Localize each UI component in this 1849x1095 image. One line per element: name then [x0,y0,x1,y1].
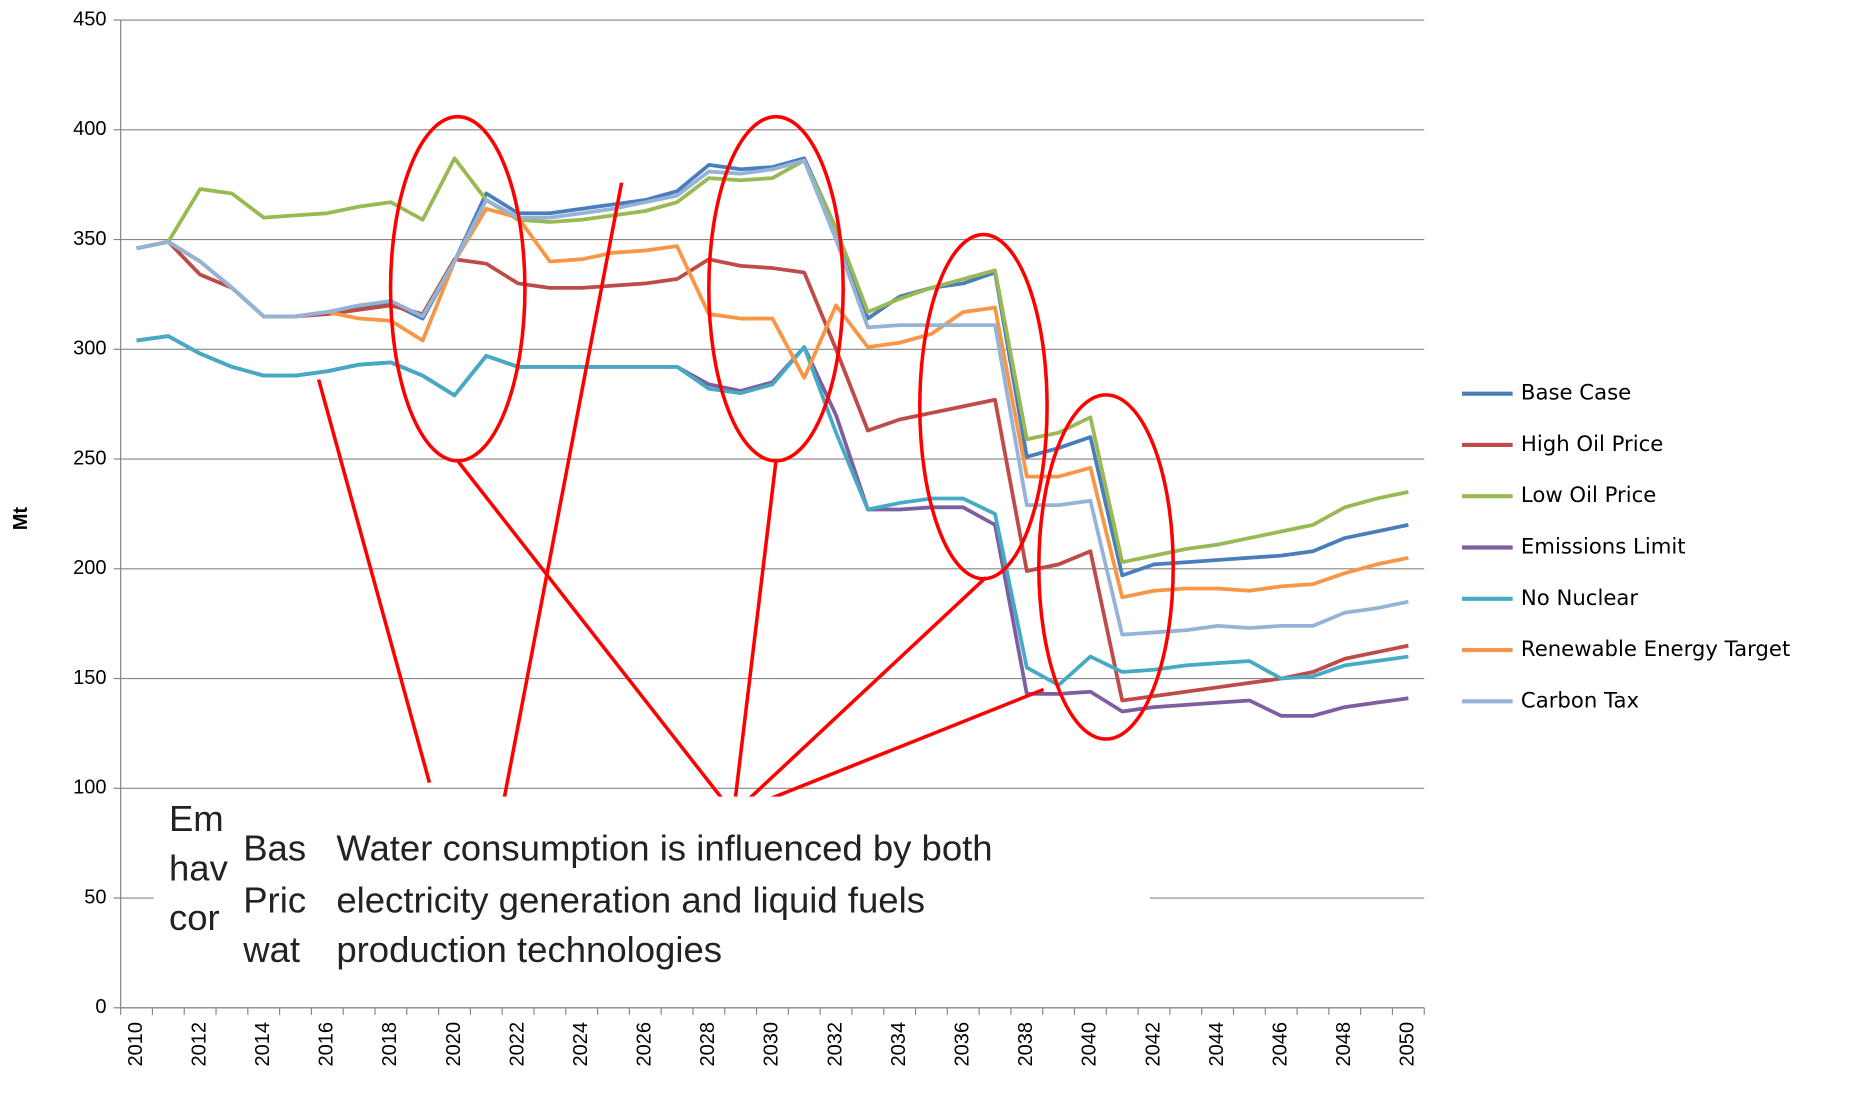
y-axis-title: Mt [10,507,32,531]
ellipse [918,232,1049,581]
legend-label: Renewable Energy Target [1521,637,1790,662]
y-tick-label: 50 [84,886,106,908]
y-tick-label: 400 [73,118,106,140]
legend-label: Carbon Tax [1521,688,1639,713]
callout-marks [316,114,1175,815]
x-tick-label: 2012 [188,1022,210,1067]
pointer [732,576,987,815]
x-tick-label: 2048 [1333,1022,1355,1067]
series-line [136,158,1409,637]
x-tick-label: 2036 [952,1022,974,1067]
annotation-text: cor [169,897,220,938]
y-tick-label: 0 [95,996,106,1018]
series-line [136,334,1409,718]
y-tick-label: 300 [73,338,106,360]
annotations: Em hav cor Bas Pric wat Water consumption is i… [153,796,1150,995]
x-tick-label: 2032 [824,1022,846,1067]
x-tick-label: 2014 [252,1022,274,1067]
y-tick-label: 250 [73,447,106,469]
y-tick-label: 350 [73,228,106,250]
annotation-text: production technologies [336,929,722,970]
pointer [456,459,735,815]
x-tick-label: 2046 [1269,1022,1291,1067]
y-tick-label: 200 [73,557,106,579]
pointer [499,182,624,814]
x-tick-label: 2028 [697,1022,719,1067]
y-tick-label: 150 [73,667,106,689]
legend-label: High Oil Price [1521,432,1663,457]
annotation-text: wat [242,929,300,970]
legend-label: No Nuclear [1521,586,1638,611]
annotation-text: Pric [243,880,306,921]
series-line [136,206,1409,600]
x-tick-label: 2044 [1206,1022,1228,1067]
x-tick-label: 2038 [1015,1022,1037,1067]
annotation-box [330,796,1150,995]
annotation-text: Bas [243,828,306,869]
y-tick-label: 100 [73,777,106,799]
ellipse [388,114,527,463]
x-tick-label: 2030 [761,1022,783,1067]
x-tick-label: 2042 [1142,1022,1164,1067]
x-tick-label: 2018 [379,1022,401,1067]
legend-label: Emissions Limit [1521,535,1686,560]
pointer [316,379,432,784]
lines [136,156,1409,718]
annotation-text: Water consumption is influenced by both [336,828,992,869]
x-tick-label: 2010 [125,1022,147,1067]
x-tick-label: 2040 [1079,1022,1101,1067]
pointer [731,460,778,814]
x-tick-label: 2034 [888,1022,910,1067]
annotation-text: Em [169,798,224,839]
series-line [136,156,1409,578]
legend-label: Base Case [1521,381,1631,406]
annotation-text: electricity generation and liquid fuels [336,880,925,921]
y-tick-label: 450 [73,8,106,30]
x-tick-label: 2016 [316,1022,338,1067]
axes: 0 50 100 150 200 250 300 350 400 450 2010 2012 2014 2… [73,8,1425,1067]
x-tick-label: 2020 [443,1022,465,1067]
x-tick-label: 2026 [634,1022,656,1067]
pointer [732,687,1045,815]
x-tick-label: 2050 [1397,1022,1419,1067]
legend-label: Low Oil Price [1521,483,1656,508]
series-line [136,156,1409,565]
x-tick-label: 2022 [506,1022,528,1067]
series-line [136,239,1409,703]
legend: Base Case High Oil Price Low Oil Price Emis… [1461,381,1790,713]
x-tick-label: 2024 [570,1022,592,1067]
annotation-text: hav [169,848,229,889]
series-line [136,334,1409,687]
ellipse [1037,393,1175,741]
